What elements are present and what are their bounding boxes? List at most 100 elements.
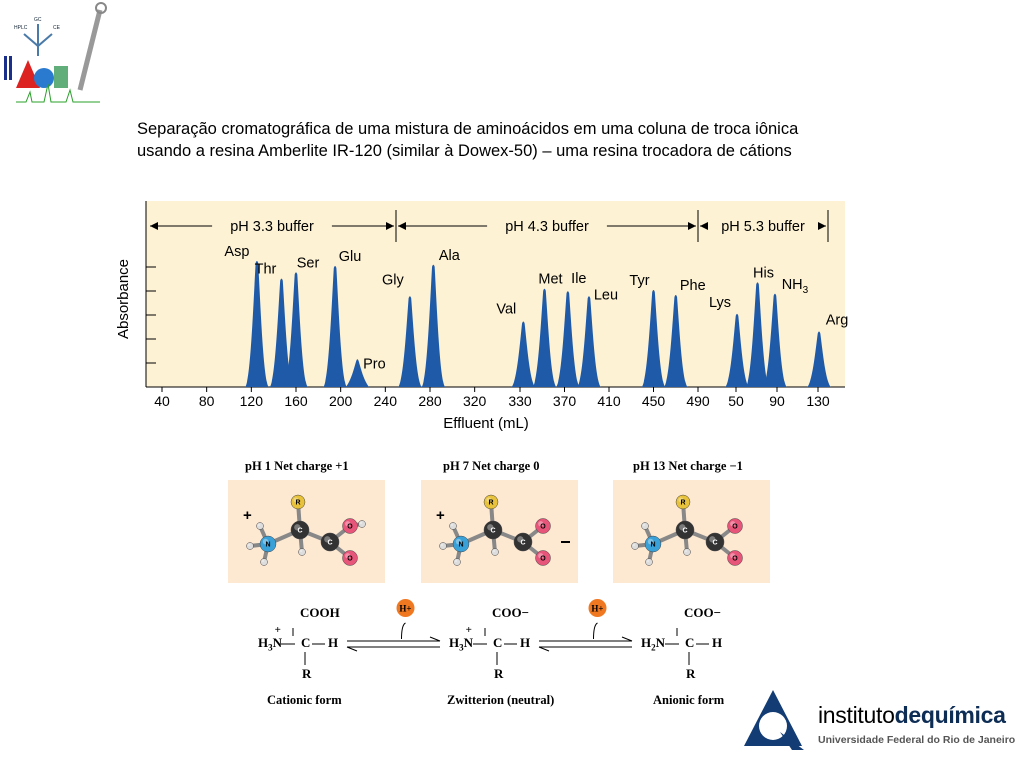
svg-text:H+: H+	[399, 604, 411, 614]
chromatogram-icon	[16, 83, 100, 103]
iq-subtitle: Universidade Federal do Rio de Janeiro	[818, 734, 1016, 746]
peak-label: Arg	[826, 313, 849, 329]
zwitterion-form-label: Zwitterion (neutral)	[447, 693, 555, 707]
svg-text:H+: H+	[591, 604, 603, 614]
anionic-r: R	[686, 666, 696, 681]
peak-label: Lys	[709, 295, 731, 311]
peak-asp	[245, 261, 269, 387]
net-charge-plus: +	[243, 507, 252, 524]
svg-text:C: C	[490, 528, 495, 535]
peak-ser	[284, 272, 308, 387]
chromatogram-svg: pH 3.3 buffer pH 4.3 buffer pH 5.3 buffer …	[115, 201, 849, 432]
hydrogen-atom	[256, 522, 264, 530]
peak-label: His	[753, 265, 774, 281]
svg-text:N: N	[265, 542, 270, 549]
carboxyl-carbon-atom: C	[320, 532, 340, 552]
iq-emblem-icon	[744, 690, 804, 750]
svg-text:C: C	[297, 528, 302, 535]
hydrogen-atom	[439, 542, 447, 550]
equilibrium-arrowhead	[429, 636, 441, 642]
logo-label: GC	[34, 17, 42, 23]
x-tick-label: 450	[642, 393, 666, 409]
caption-line-2: usando a resina Amberlite IR-120 (simila…	[137, 142, 792, 160]
svg-text:O: O	[347, 524, 353, 531]
oxygen-atom: O	[342, 550, 358, 566]
equilibrium-arrowhead	[621, 636, 633, 642]
peak-leu	[577, 296, 601, 387]
peak-label: Thr	[255, 262, 277, 278]
x-tick-label: 160	[284, 393, 308, 409]
hydrogen-atom	[260, 558, 268, 566]
proton-icon: H+	[588, 599, 607, 617]
x-tick-label: 410	[597, 393, 621, 409]
svg-text:N: N	[650, 542, 655, 549]
r-group-atom: R	[675, 494, 691, 510]
peak-label: Glu	[339, 249, 362, 265]
peak-ala	[421, 264, 446, 387]
peak-label: Tyr	[629, 273, 649, 289]
proton-release-arrow	[401, 622, 406, 640]
hydrogen-atom	[683, 548, 691, 556]
svg-text:C: C	[712, 540, 717, 547]
anionic-coo: COO−	[684, 605, 722, 620]
equilibrium-arrowhead	[346, 646, 358, 652]
svg-text:N: N	[458, 542, 463, 549]
peak-lys	[725, 313, 749, 387]
svg-text:R: R	[488, 500, 493, 507]
buffer-arrowhead	[398, 222, 406, 230]
buffer-arrowhead	[688, 222, 696, 230]
x-tick-label: 120	[240, 393, 264, 409]
nitrogen-atom: N	[259, 535, 277, 553]
y-axis-label: Absorbance	[115, 259, 132, 339]
panel-title-ph7: pH 7 Net charge 0	[443, 459, 540, 473]
peak-pro	[345, 359, 370, 387]
peak-val	[511, 321, 536, 387]
peak-his	[745, 282, 770, 387]
peak-label: Pro	[363, 356, 386, 372]
hydrogen-atom	[449, 522, 457, 530]
zwitterion-c: C	[493, 635, 503, 650]
hydrogen-atom	[645, 558, 653, 566]
x-tick-label: 80	[199, 393, 215, 409]
logo-label: HPLC	[14, 25, 28, 31]
instituto-quimica-logo	[744, 690, 804, 750]
peak-label: Val	[496, 301, 516, 317]
nitrogen-atom: N	[452, 535, 470, 553]
peak-thr	[269, 278, 294, 387]
peak-met	[532, 288, 557, 387]
svg-text:C: C	[520, 540, 525, 547]
r-group-atom: R	[290, 494, 306, 510]
alpha-carbon-atom: C	[290, 520, 310, 540]
peak-phe	[664, 295, 688, 387]
svg-text:O: O	[732, 556, 738, 563]
zwitterion-coo: COO−	[492, 605, 530, 620]
peak-gly	[398, 296, 422, 387]
x-tick-label: 130	[806, 393, 830, 409]
svg-text:R: R	[295, 500, 300, 507]
x-tick-label: 330	[508, 393, 532, 409]
caption-line-1: Separação cromatográfica de uma mistura …	[137, 120, 799, 138]
panel-title-ph1: pH 1 Net charge +1	[245, 459, 349, 473]
alpha-carbon-atom: C	[675, 520, 695, 540]
iq-name-light: instituto	[818, 702, 895, 728]
hydrogen-atom	[491, 548, 499, 556]
r-group-atom: R	[483, 494, 499, 510]
proton-icon: H+	[396, 599, 415, 617]
nitrogen-atom: N	[644, 535, 662, 553]
x-tick-label: 50	[728, 393, 744, 409]
svg-text:O: O	[540, 556, 546, 563]
x-tick-label: 90	[769, 393, 785, 409]
svg-text:R: R	[680, 500, 685, 507]
x-tick-label: 200	[329, 393, 353, 409]
svg-text:O: O	[540, 524, 546, 531]
chromatogram-chart: pH 3.3 buffer pH 4.3 buffer pH 5.3 buffer …	[110, 195, 850, 440]
iq-name-bold: dequímica	[894, 702, 1006, 728]
cationic-cooh: COOH	[300, 605, 340, 620]
figure-caption: Separação cromatográfica de uma mistura …	[137, 118, 897, 162]
peak-nh3	[763, 293, 787, 387]
peak-label: Ser	[297, 255, 320, 271]
peak-glu	[323, 266, 347, 387]
svg-text:O: O	[732, 524, 738, 531]
carboxyl-carbon-atom: C	[705, 532, 725, 552]
peak-label: Ala	[439, 248, 461, 264]
